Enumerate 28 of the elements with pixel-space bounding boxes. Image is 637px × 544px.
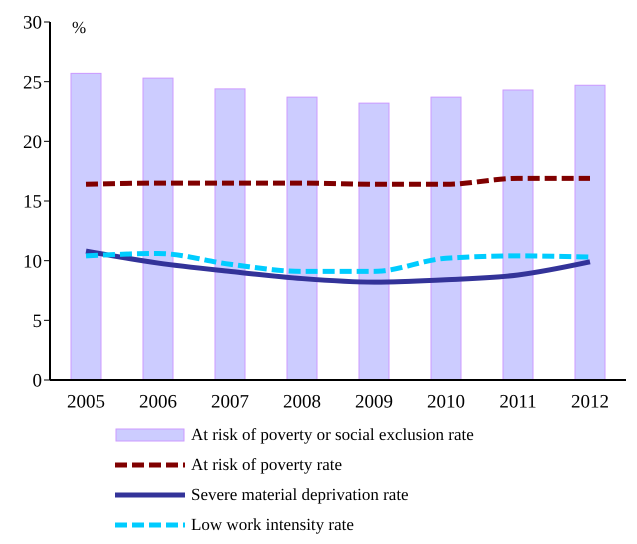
y-tick-label: 30 [23,12,42,34]
bar [358,102,390,380]
x-tick-label: 2008 [283,391,321,412]
y-tick-label: 20 [23,132,42,154]
x-tick-label: 2005 [67,391,105,412]
bar [286,96,318,380]
legend-label: At risk of poverty rate [191,454,342,476]
bar [70,72,102,380]
x-tick-label: 2009 [355,391,393,412]
bar [574,84,606,380]
legend-label: Severe material deprivation rate [191,484,409,506]
x-tick-label: 2010 [427,391,465,412]
y-tick-label: 25 [23,72,42,94]
legend-label: Low work intensity rate [191,514,354,536]
x-tick-label: 2006 [139,391,177,412]
bar [430,96,462,380]
x-tick-label: 2012 [571,391,609,412]
bar [142,78,174,380]
y-axis-title: % [72,18,86,38]
y-tick-label: 0 [32,370,42,392]
legend-label: At risk of poverty or social exclusion rate [191,424,474,446]
x-tick-label: 2007 [211,391,249,412]
bar [214,88,246,380]
y-tick-label: 10 [23,251,42,272]
y-tick-label: 15 [23,192,42,213]
bar [502,90,534,380]
x-tick-label: 2011 [499,391,537,412]
y-tick-label: 5 [32,311,42,332]
